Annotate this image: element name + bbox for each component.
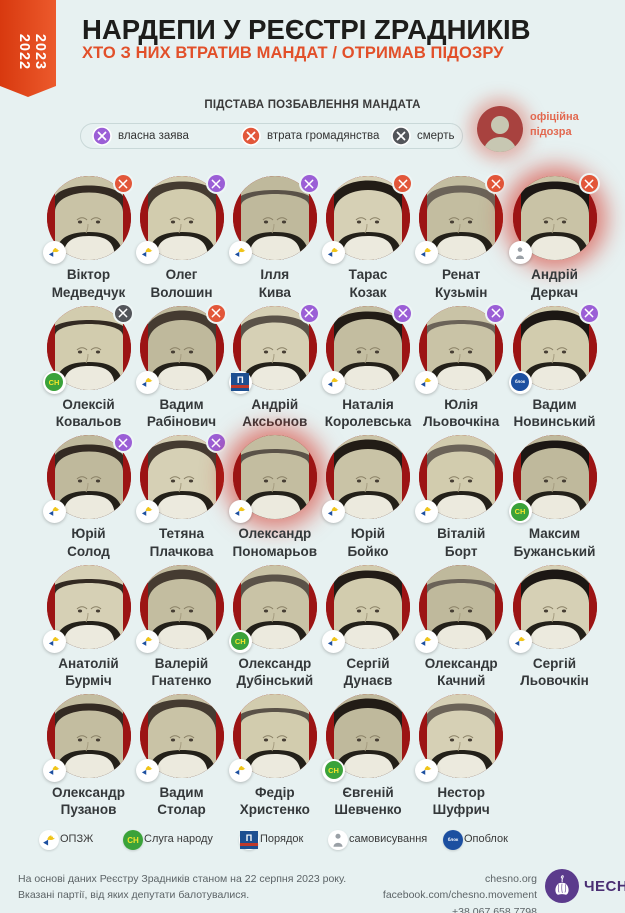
svg-text:2022: 2022 [16,34,32,70]
svg-text:2023: 2023 [32,34,48,70]
